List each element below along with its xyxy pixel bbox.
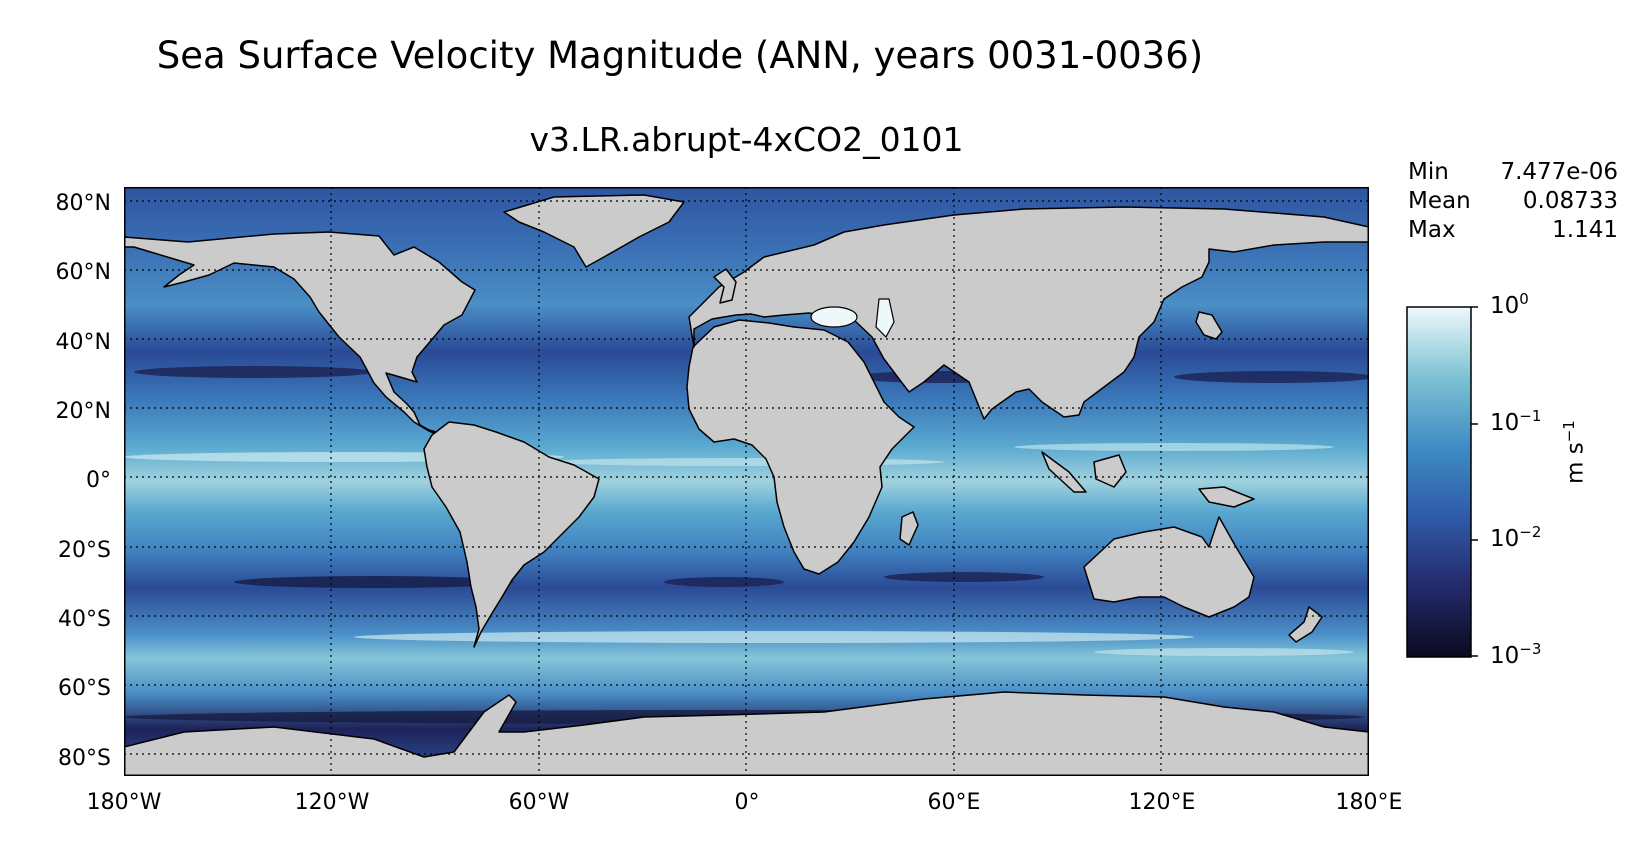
tick-base: 10 <box>1490 293 1520 319</box>
lon-label-120e: 120°E <box>1128 790 1196 815</box>
south-america <box>423 421 600 648</box>
greenland <box>503 194 685 268</box>
stat-min-label: Min <box>1408 159 1449 185</box>
new-guinea <box>1198 486 1255 508</box>
colorbar-tick-1e0: 100 <box>1490 290 1529 319</box>
unit-exp: −1 <box>1560 420 1578 443</box>
lon-label-0: 0° <box>734 790 760 815</box>
tick-base: 10 <box>1490 643 1520 669</box>
panel-title: v3.LR.abrupt-4xCO2_0101 <box>529 120 964 159</box>
sumatra <box>1041 451 1087 493</box>
colorbar-unit-label: m s−1 <box>1560 420 1589 484</box>
colorbar-tick-1e-3: 10−3 <box>1490 640 1541 669</box>
colorbar-tick-1e-2: 10−2 <box>1490 523 1541 552</box>
stat-min: Min 7.477e-06 <box>1408 158 1618 187</box>
lon-label-120w: 120°W <box>294 790 370 815</box>
lon-label-60e: 60°E <box>927 790 981 815</box>
borneo <box>1093 454 1127 488</box>
stat-max-label: Max <box>1408 217 1456 243</box>
colorbar <box>1406 306 1478 658</box>
stat-max-value: 1.141 <box>1552 217 1618 243</box>
colorbar-gradient <box>1406 306 1472 658</box>
tick-base: 10 <box>1490 410 1520 436</box>
australia <box>1083 516 1255 618</box>
stat-mean-label: Mean <box>1408 188 1471 214</box>
fast-current-bands <box>124 443 1354 656</box>
great-britain <box>713 268 737 304</box>
lat-label-40s: 40°S <box>58 607 111 632</box>
lat-label-equator: 0° <box>86 468 111 493</box>
lat-label-20n: 20°N <box>55 399 111 424</box>
stat-max: Max 1.141 <box>1408 216 1618 245</box>
tick-exp: −1 <box>1519 407 1542 425</box>
stat-min-value: 7.477e-06 <box>1500 159 1618 185</box>
tick-exp: 0 <box>1519 290 1529 308</box>
lon-label-180e: 180°E <box>1335 790 1403 815</box>
stat-mean-value: 0.08733 <box>1522 188 1618 214</box>
unit-base: m s <box>1562 442 1589 484</box>
figure-title: Sea Surface Velocity Magnitude (ANN, yea… <box>156 34 1204 77</box>
gridlines <box>124 187 1369 776</box>
map-frame <box>124 187 1369 776</box>
lat-label-20s: 20°S <box>58 538 111 563</box>
tick-exp: −2 <box>1519 523 1542 541</box>
lat-label-80s: 80°S <box>58 746 111 771</box>
stats-box: Min 7.477e-06 Mean 0.08733 Max 1.141 <box>1408 158 1618 245</box>
stat-mean: Mean 0.08733 <box>1408 187 1618 216</box>
black-sea <box>810 306 858 328</box>
lat-label-60s: 60°S <box>58 676 111 701</box>
madagascar <box>899 511 919 546</box>
colorbar-tick-1e-1: 10−1 <box>1490 407 1541 436</box>
lat-label-60n: 60°N <box>55 260 111 285</box>
lon-label-180w: 180°W <box>86 790 162 815</box>
lat-label-80n: 80°N <box>55 191 111 216</box>
colorbar-ticks <box>1471 306 1478 657</box>
tick-base: 10 <box>1490 526 1520 552</box>
caspian-sea <box>875 298 895 338</box>
lat-label-40n: 40°N <box>55 330 111 355</box>
velocity-map <box>124 187 1369 776</box>
tick-exp: −3 <box>1519 640 1542 658</box>
africa <box>686 319 915 575</box>
lon-label-60w: 60°W <box>508 790 570 815</box>
